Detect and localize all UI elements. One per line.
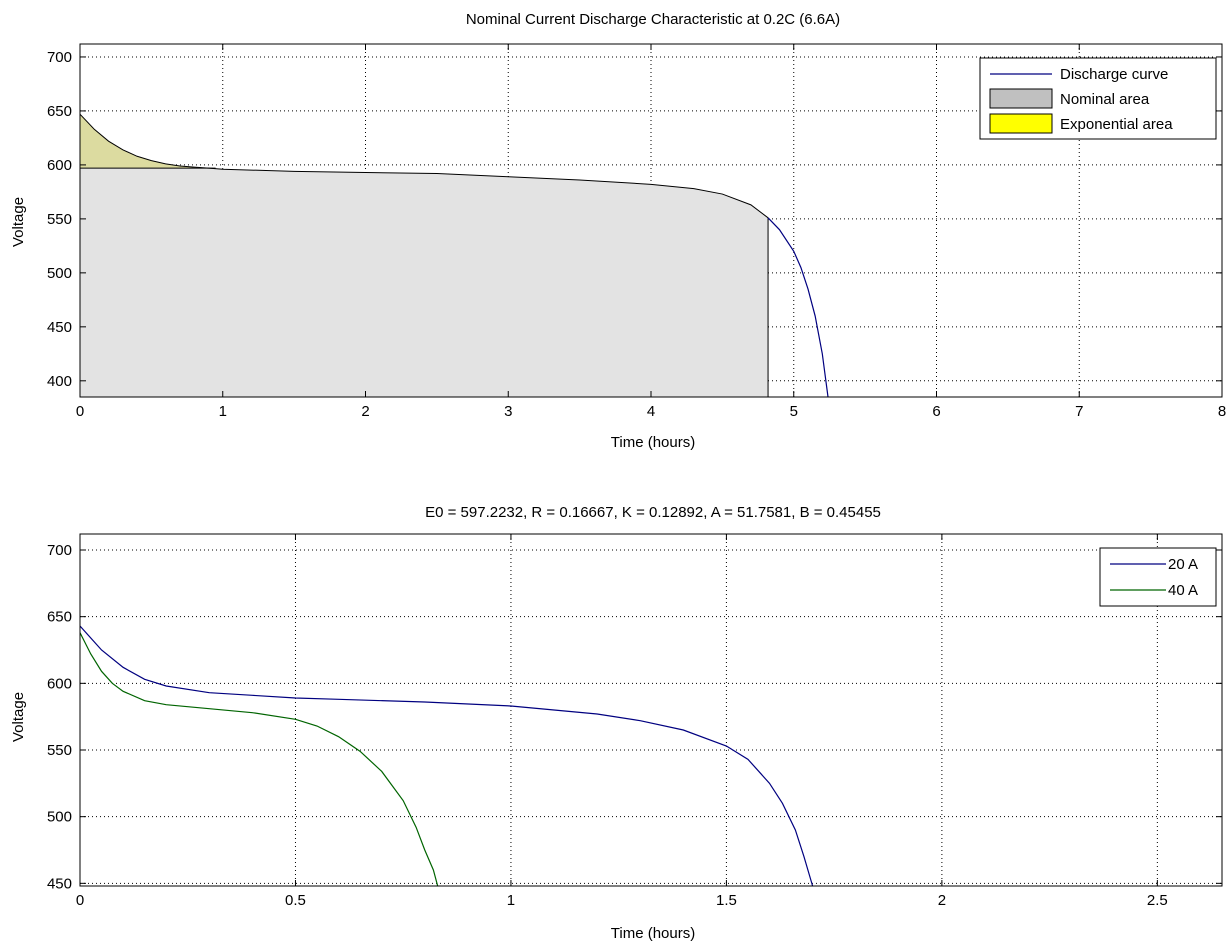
x-tick-label: 2: [938, 892, 946, 909]
legend-label: Nominal area: [1060, 91, 1150, 108]
y-tick-label: 500: [47, 809, 72, 826]
x-tick-label: 1: [219, 403, 227, 420]
area-outline: [79, 113, 769, 219]
series-line-20-a: [79, 625, 814, 887]
legend-label: 40 A: [1168, 582, 1198, 599]
discharge-curve-line: [767, 217, 829, 398]
legend: 20 A 40 A: [1099, 547, 1217, 607]
y-axis-label: Voltage: [10, 197, 27, 247]
series-line-40-a: [79, 632, 439, 887]
legend-box: [1099, 547, 1217, 607]
y-tick-label: 600: [47, 675, 72, 692]
x-axis-label: Time (hours): [611, 434, 695, 451]
legend-swatch: [989, 113, 1053, 134]
x-tick-label: 0.5: [285, 892, 306, 909]
x-axis-ticks: 0 1 2 3 4 5 6 7 8: [76, 44, 1226, 420]
x-tick-label: 6: [932, 403, 940, 420]
x-tick-label: 1.5: [716, 892, 737, 909]
y-tick-label: 400: [47, 373, 72, 390]
y-tick-label: 550: [47, 211, 72, 228]
legend-label: Exponential area: [1060, 116, 1173, 133]
x-tick-label: 8: [1218, 403, 1226, 420]
y-tick-label: 650: [47, 103, 72, 120]
grid-lines: [80, 534, 1222, 886]
x-tick-label: 0: [76, 403, 84, 420]
data-series: [767, 217, 829, 398]
exponential-area: [80, 114, 216, 169]
shaded-areas: [79, 113, 769, 397]
chart-title: Nominal Current Discharge Characteristic…: [466, 11, 840, 28]
y-tick-label: 450: [47, 319, 72, 336]
nominal-area: [80, 114, 769, 397]
x-tick-label: 3: [504, 403, 512, 420]
y-tick-label: 650: [47, 609, 72, 626]
discharge-characteristic-chart: Nominal Current Discharge Characteristic…: [10, 11, 1226, 451]
x-tick-label: 2: [361, 403, 369, 420]
plot-frame: [79, 533, 1223, 887]
x-axis-ticks: 0 0.5 1 1.5 2 2.5: [76, 534, 1168, 909]
data-series: [79, 625, 814, 887]
legend-label: 20 A: [1168, 556, 1198, 573]
x-tick-label: 7: [1075, 403, 1083, 420]
y-tick-label: 600: [47, 157, 72, 174]
current-comparison-chart: E0 = 597.2232, R = 0.16667, K = 0.12892,…: [10, 504, 1223, 942]
x-tick-label: 0: [76, 892, 84, 909]
chart-title: E0 = 597.2232, R = 0.16667, K = 0.12892,…: [425, 504, 881, 521]
y-tick-label: 700: [47, 49, 72, 66]
y-axis-ticks: 400 450 500 550 600 650 700: [47, 49, 1222, 390]
x-tick-label: 2.5: [1147, 892, 1168, 909]
x-axis-label: Time (hours): [611, 925, 695, 942]
legend-swatch: [989, 88, 1053, 109]
y-axis-label: Voltage: [10, 692, 27, 742]
y-tick-label: 500: [47, 265, 72, 282]
legend: Discharge curve Nominal area Exponential a…: [979, 57, 1217, 140]
y-tick-label: 700: [47, 542, 72, 559]
x-tick-label: 5: [790, 403, 798, 420]
y-tick-label: 450: [47, 875, 72, 892]
y-axis-ticks: 450 500 550 600 650 700: [47, 542, 1222, 892]
x-tick-label: 1: [507, 892, 515, 909]
x-tick-label: 4: [647, 403, 655, 420]
legend-label: Discharge curve: [1060, 66, 1168, 83]
y-tick-label: 550: [47, 742, 72, 759]
